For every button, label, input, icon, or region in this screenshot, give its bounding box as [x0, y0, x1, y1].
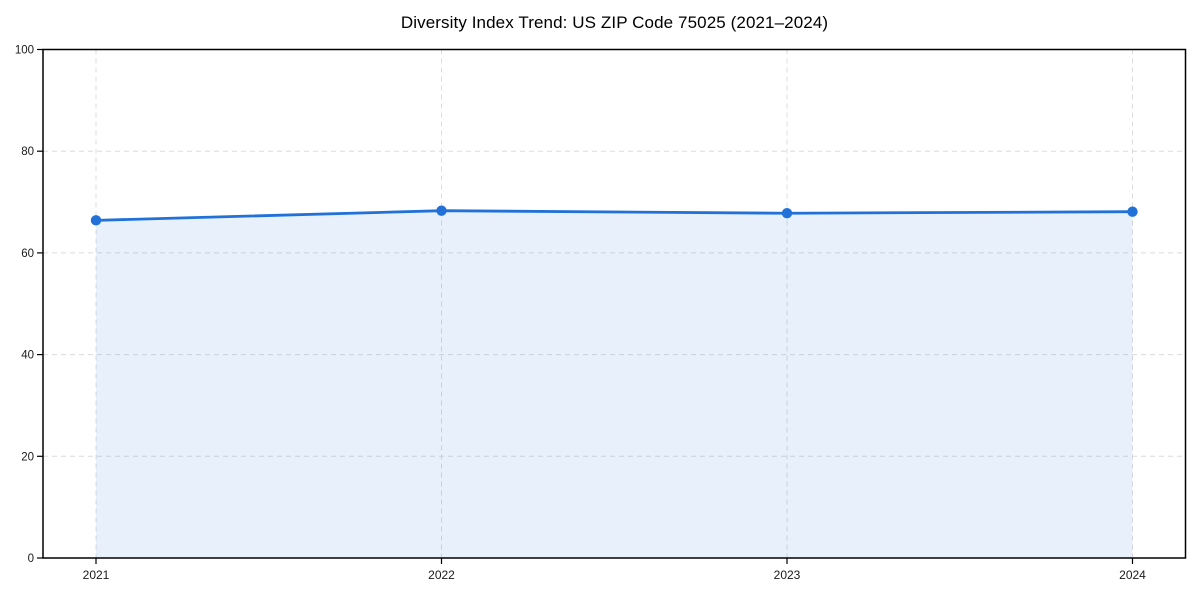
area-fill [96, 210, 1133, 558]
x-tick-label: 2023 [774, 568, 801, 582]
y-tick-label: 40 [21, 350, 34, 362]
trend-line [94, 209, 1134, 222]
plot-frame [42, 48, 1187, 559]
data-point-2021 [90, 215, 102, 226]
data-point-2023 [781, 208, 793, 219]
y-tick-label: 80 [21, 146, 34, 158]
chart-title: Diversity Index Trend: US ZIP Code 75025… [400, 13, 829, 32]
x-tick-label: 2022 [428, 568, 455, 582]
y-tick-label: 100 [15, 45, 34, 57]
data-point-2022 [436, 205, 447, 216]
y-tick-label: 20 [21, 451, 34, 463]
x-tick-label: 2021 [83, 568, 110, 582]
data-point-2024 [1127, 206, 1138, 217]
x-tick-label: 2024 [1119, 568, 1146, 582]
y-tick-label: 0 [28, 553, 34, 565]
y-tick-label: 60 [21, 248, 34, 260]
